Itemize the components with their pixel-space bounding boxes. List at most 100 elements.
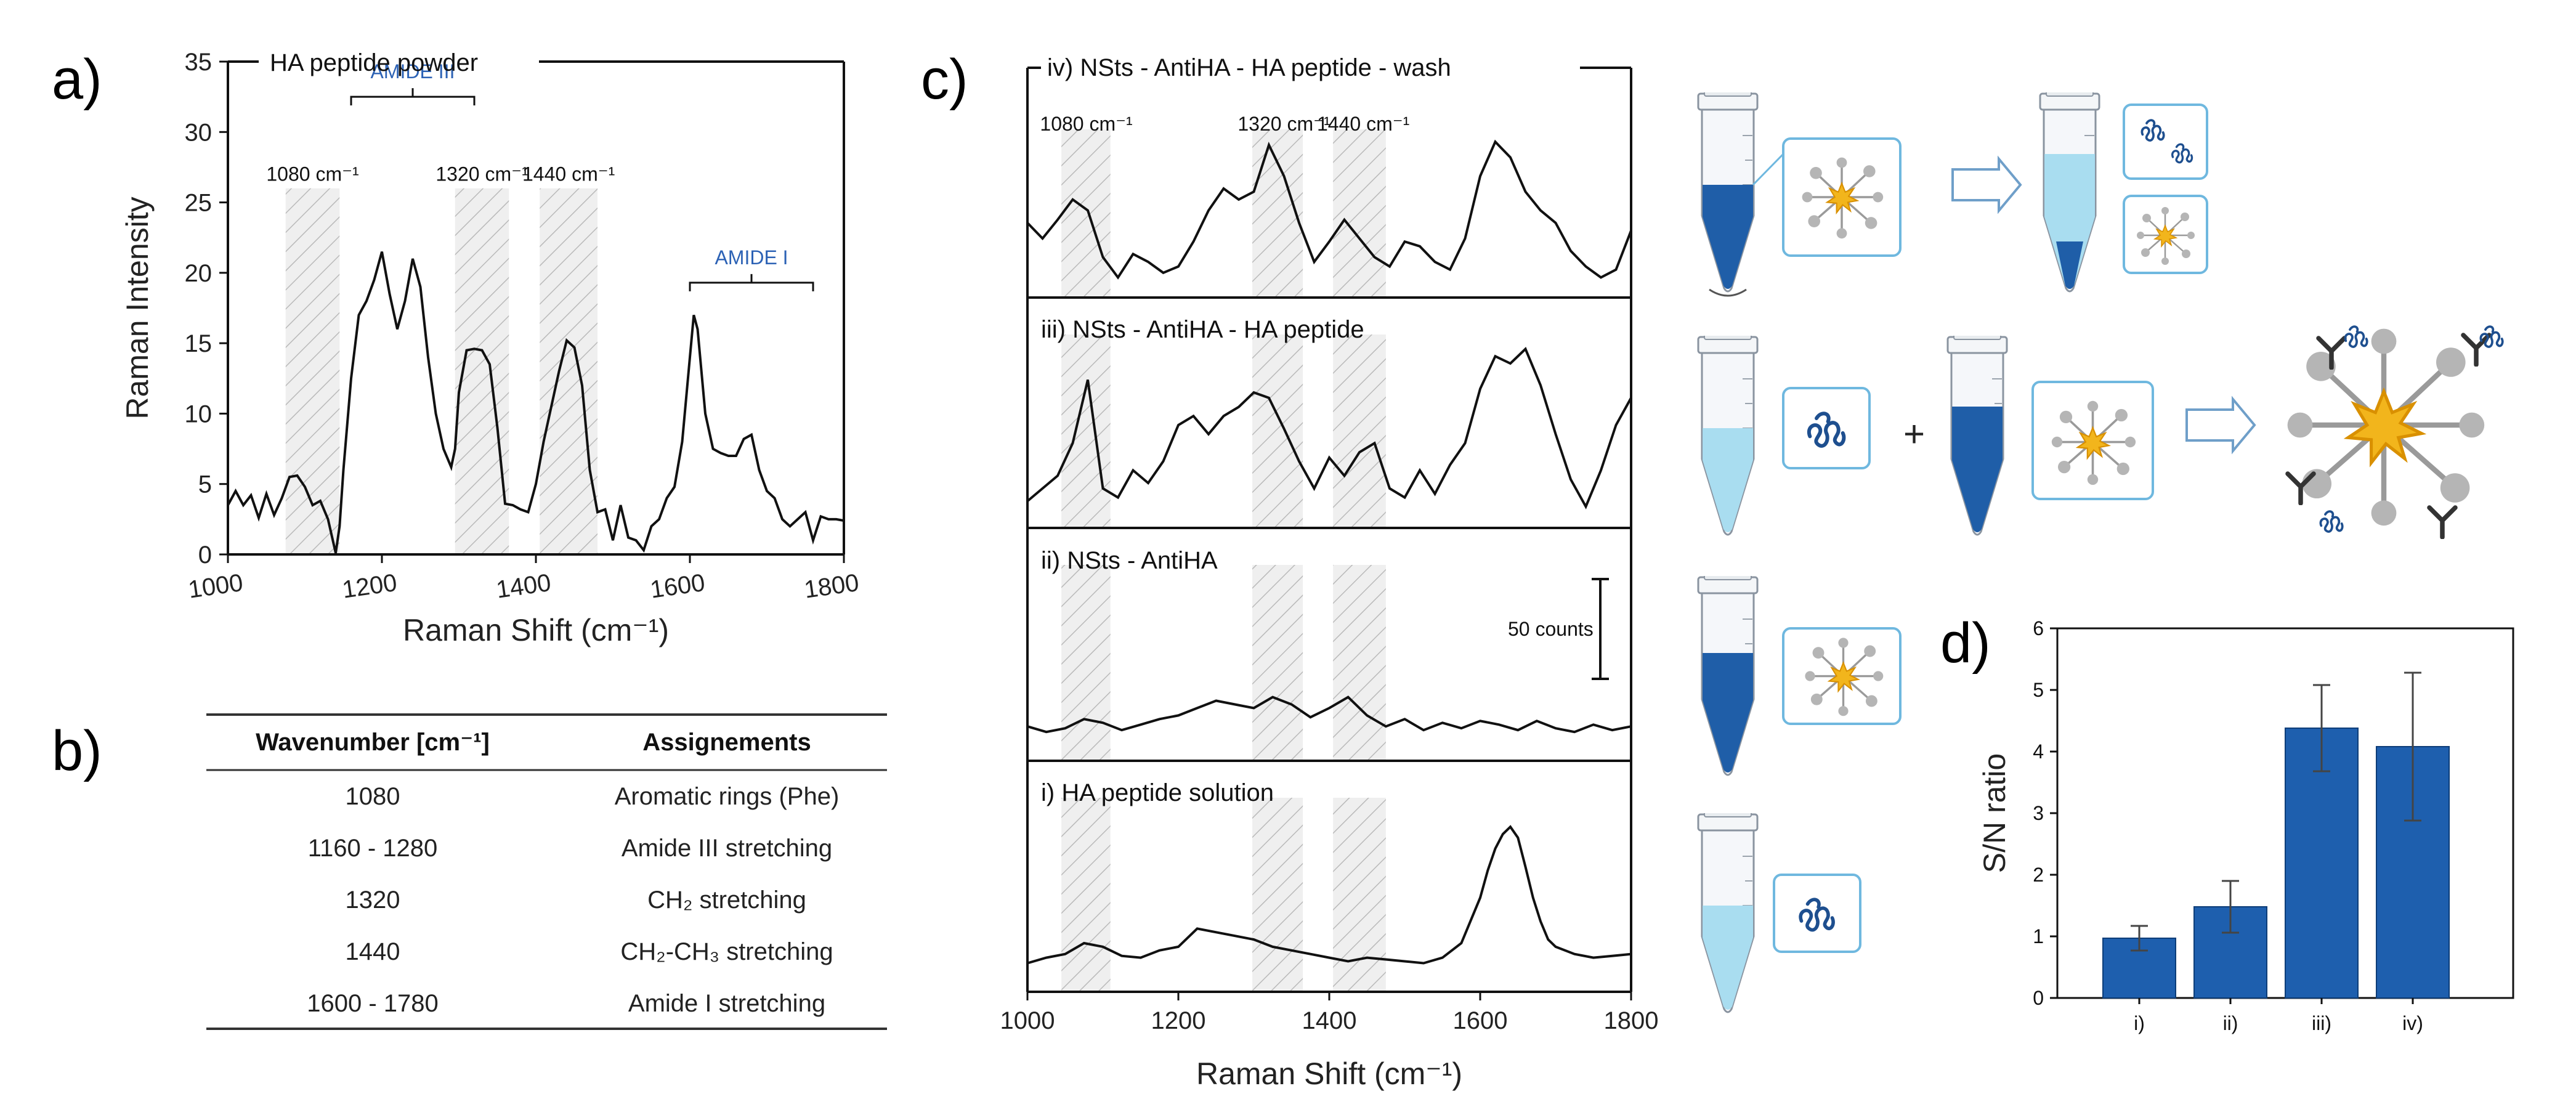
table-cell: 1320 (346, 886, 400, 914)
x-tick-label: 1400 (1302, 1007, 1357, 1034)
y-tick-label: 3 (2033, 802, 2044, 824)
y-tick-label: 6 (2033, 617, 2044, 639)
y-tick-label: 1 (2033, 925, 2044, 947)
band-label: 1320 cm⁻¹ (435, 163, 528, 185)
y-tick-label: 5 (2033, 679, 2044, 701)
annotation-label: AMIDE I (715, 246, 788, 269)
spectrum-line (1026, 139, 1632, 280)
x-tick-label: 1600 (649, 569, 707, 604)
table-cell: CH₂-CH₃ stretching (620, 938, 833, 965)
panel-letter-c: c) (921, 48, 968, 111)
y-tick-label: 35 (185, 49, 213, 76)
chart-title: HA peptide powder (270, 49, 478, 76)
band-region (1061, 335, 1111, 528)
tube-wash-after-icon (2039, 92, 2208, 293)
annotation-label: AMIDE III (371, 60, 455, 83)
trace-title: i) HA peptide solution (1041, 779, 1274, 806)
panel-letter-d: d) (1940, 612, 1991, 675)
table-cell: Amide III stretching (622, 835, 832, 862)
panel-c-stacked-spectra: c) 1000 1200 1400 1600 1800 1080 cm⁻¹ 1320 cm… (921, 48, 1658, 1091)
band-region (1333, 565, 1386, 761)
band-region (1252, 798, 1303, 992)
x-tick-label: 1400 (495, 569, 553, 604)
x-tick-label: 1800 (803, 569, 861, 604)
trace-title: ii) NSts - AntiHA (1041, 547, 1218, 574)
tube-wash-before-icon (1697, 92, 1902, 297)
y-axis-label: Raman Intensity (120, 197, 155, 419)
table-header-assignments: Assignements (642, 729, 811, 756)
arrow-right-icon (2185, 395, 2256, 455)
band-label: 1440 cm⁻¹ (1317, 113, 1409, 135)
x-tick-label: iv) (2402, 1012, 2423, 1034)
y-tick-label: 20 (185, 260, 213, 287)
x-tick-label: 1000 (1000, 1007, 1055, 1034)
spectrum-line (1027, 825, 1632, 965)
plus-icon: + (1903, 413, 1925, 455)
table-row: 1160 - 1280 Amide III stretching (308, 835, 832, 862)
trace-title: iii) NSts - AntiHA - HA peptide (1041, 316, 1364, 343)
annotation-bracket (689, 274, 814, 291)
table-cell: 1080 (346, 783, 400, 810)
amide-annotations: AMIDE III AMIDE I (350, 60, 814, 291)
tube-peptide-solution-icon (1697, 813, 1861, 1013)
band-region (455, 188, 509, 554)
x-tick-label: 1200 (1151, 1007, 1206, 1034)
band-region (1252, 129, 1303, 298)
y-tick-label: 2 (2033, 864, 2044, 886)
y-tick-label: 5 (198, 471, 212, 498)
x-tick-label: 1000 (187, 569, 245, 604)
x-axis-label: Raman Shift (cm⁻¹) (1196, 1056, 1462, 1091)
table-cell: Amide I stretching (628, 990, 825, 1017)
y-tick-label: 10 (185, 400, 213, 428)
table-row: 1440 CH₂-CH₃ stretching (346, 938, 833, 965)
x-axis-label: Raman Shift (cm⁻¹) (403, 613, 669, 647)
table-cell: 1440 (346, 938, 400, 965)
x-tick-label: i) (2134, 1012, 2145, 1034)
table-header-wavenumber: Wavenumber [cm⁻¹] (256, 729, 490, 756)
band-label: 1080 cm⁻¹ (266, 163, 358, 185)
panel-d-sn-bar-chart: d) 0 1 2 3 4 5 6 i) ii) iii) iv) S/N ratio (1940, 612, 2514, 1034)
x-tick-label: ii) (2223, 1012, 2238, 1034)
x-tick-label: 1800 (1604, 1007, 1659, 1034)
band-region (1333, 335, 1386, 528)
y-tick-label: 4 (2033, 740, 2044, 763)
band-region (1061, 798, 1111, 992)
axis-ticks: 1000 1200 1400 1600 1800 (1000, 992, 1659, 1034)
trace-title: iv) NSts - AntiHA - HA peptide - wash (1047, 54, 1451, 81)
table-row: 1600 - 1780 Amide I stretching (307, 990, 825, 1017)
spectrum-line (1026, 347, 1632, 509)
spectrum-line (227, 251, 844, 554)
arrow-right-icon (1951, 155, 2022, 214)
band-region (1061, 129, 1111, 298)
scale-bar-label: 50 counts (1508, 618, 1594, 640)
band-region (1252, 565, 1303, 761)
y-tick-label: 15 (185, 330, 213, 357)
bars (2102, 671, 2450, 999)
band-region (1333, 129, 1386, 298)
y-tick-label: 30 (185, 119, 213, 146)
table-cell: 1160 - 1280 (308, 835, 438, 862)
y-axis-label: S/N ratio (1977, 753, 2012, 874)
plot-frame (1026, 67, 1632, 993)
band-label: 1320 cm⁻¹ (1237, 113, 1330, 135)
table-cell: CH₂ stretching (647, 886, 806, 914)
band-regions (1061, 129, 1386, 992)
tube-nanostar-antibody-icon (1946, 336, 2154, 536)
y-tick-label: 0 (2033, 987, 2044, 1009)
band-label: 1440 cm⁻¹ (522, 163, 615, 185)
schematic-illustrations: + (1697, 92, 2504, 1013)
band-region (1061, 565, 1111, 761)
table-row: 1320 CH₂ stretching (346, 886, 806, 914)
panel-letter-a: a) (52, 48, 102, 111)
spectrum-line (1027, 695, 1632, 734)
tube-nanostar-control-icon (1697, 576, 1902, 776)
tube-peptide-icon (1697, 336, 1871, 536)
band-label: 1080 cm⁻¹ (1040, 113, 1132, 135)
annotation-bracket (350, 88, 476, 106)
panel-b-assignment-table: b) Wavenumber [cm⁻¹] Assignements 1080 A… (52, 713, 887, 1030)
axis-ticks: 0 1 2 3 4 5 6 i) ii) iii) iv) (2033, 617, 2423, 1034)
band-region (540, 188, 597, 554)
